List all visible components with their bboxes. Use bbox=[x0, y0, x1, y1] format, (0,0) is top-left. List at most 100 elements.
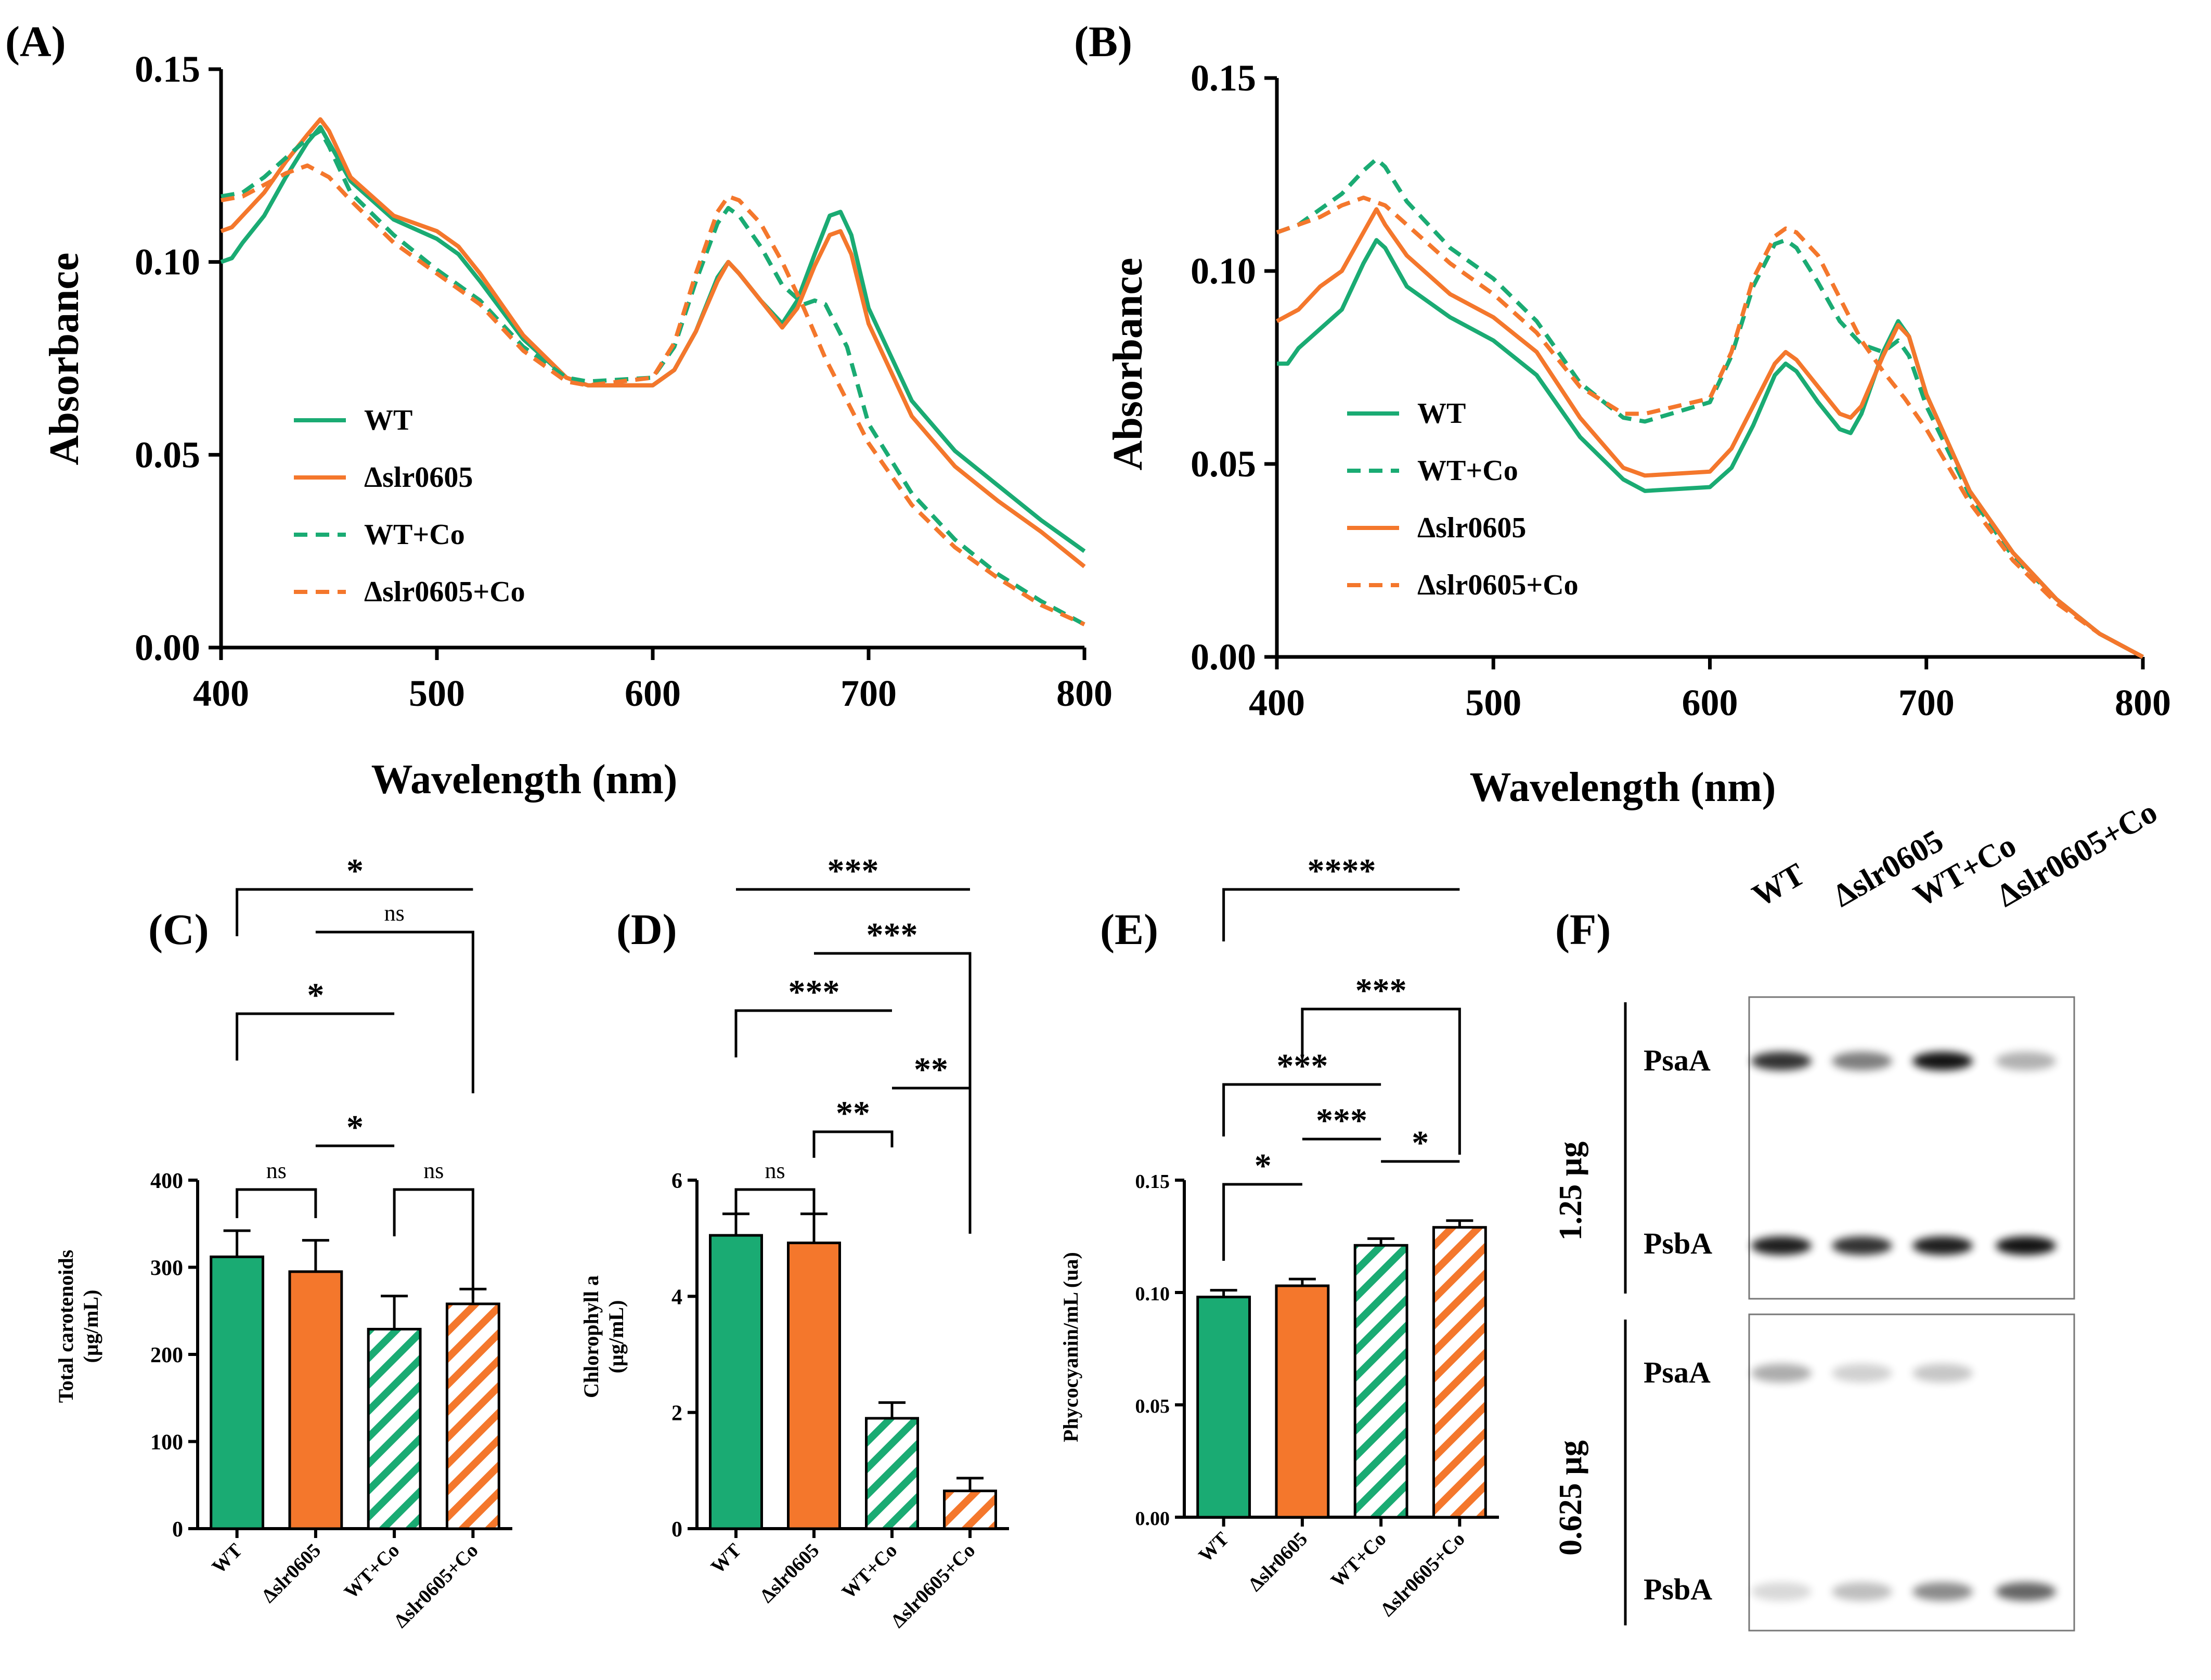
series-line bbox=[1277, 238, 2144, 659]
significance-bracket bbox=[236, 1012, 395, 1061]
bar bbox=[943, 1489, 997, 1530]
y-tick-label: 0.15 bbox=[135, 48, 200, 90]
significance-bracket bbox=[812, 1130, 894, 1158]
x-tick-label: 500 bbox=[409, 673, 465, 714]
legend-label: WT+Co bbox=[364, 519, 465, 551]
significance-bracket bbox=[1222, 888, 1460, 941]
y-tick-label: 0.05 bbox=[1191, 443, 1256, 485]
x-tick-label: 800 bbox=[2115, 682, 2171, 723]
protein-band bbox=[1912, 1236, 1973, 1255]
bar-chart-d: Chlorophyll a (µg/mL) 0 2 4 6 WT Δslr0605 WT+C… bbox=[579, 852, 1009, 1632]
x-tick-label: WT+Co bbox=[838, 1540, 902, 1604]
bar bbox=[709, 1234, 763, 1530]
panel-label-f: (F) bbox=[1555, 906, 1611, 954]
significance-label: * bbox=[346, 1108, 364, 1146]
y-tick-label: 2 bbox=[671, 1402, 682, 1426]
significance-label: * bbox=[307, 976, 324, 1014]
bar bbox=[445, 1302, 500, 1530]
y-tick-label: 400 bbox=[150, 1169, 183, 1193]
protein-band bbox=[1832, 1236, 1892, 1255]
series-line bbox=[221, 128, 1085, 627]
protein-band bbox=[1751, 1582, 1812, 1601]
x-tick-label: 800 bbox=[1056, 673, 1113, 714]
y-axis-label-line-1: Total carotenoids bbox=[54, 1250, 77, 1403]
y-axis-label-line-2: (µg/mL) bbox=[604, 1300, 628, 1374]
x-tick-label: WT+Co bbox=[340, 1540, 404, 1604]
panel-label-c: (C) bbox=[148, 906, 209, 954]
x-tick-label: 700 bbox=[1898, 682, 1955, 723]
significance-bracket bbox=[1222, 1083, 1381, 1136]
protein-label: PsaA bbox=[1644, 1355, 1711, 1389]
y-tick-label: 0.15 bbox=[1135, 1171, 1170, 1193]
panel-label-e: (E) bbox=[1100, 906, 1158, 954]
significance-label: ** bbox=[914, 1051, 948, 1089]
protein-band bbox=[1912, 1364, 1973, 1382]
y-tick-label: 0.00 bbox=[1135, 1508, 1170, 1530]
bar-chart-e: Phycocyanin/mL (ua) 0.00 0.05 0.10 0.15 WT Δs… bbox=[1059, 852, 1499, 1621]
x-tick-label: 600 bbox=[1682, 682, 1738, 723]
x-tick-label: Δslr0605+Co bbox=[887, 1540, 979, 1632]
y-tick-label: 0.10 bbox=[1135, 1283, 1170, 1305]
x-tick-label: WT bbox=[707, 1540, 746, 1579]
legend-label: Δslr0605+Co bbox=[364, 576, 525, 608]
series-line bbox=[221, 163, 1085, 627]
x-tick-label: 400 bbox=[193, 673, 249, 714]
series-line bbox=[220, 117, 1086, 568]
x-tick-label: 500 bbox=[1465, 682, 1521, 723]
legend-label: WT+Co bbox=[1417, 455, 1518, 487]
protein-band bbox=[1751, 1236, 1812, 1255]
bar bbox=[367, 1327, 422, 1530]
y-tick-label: 200 bbox=[150, 1343, 183, 1367]
y-axis-label-line-1: Chlorophyll a bbox=[579, 1275, 603, 1398]
y-tick-label: 4 bbox=[671, 1285, 682, 1309]
bar bbox=[865, 1417, 919, 1530]
significance-label: *** bbox=[1316, 1102, 1367, 1140]
significance-bracket bbox=[814, 952, 972, 1143]
x-tick-label: WT+Co bbox=[1327, 1528, 1391, 1592]
protein-band bbox=[1832, 1052, 1892, 1070]
y-tick-label: 0.15 bbox=[1191, 57, 1256, 99]
y-axis-label-line-2: (µg/mL) bbox=[79, 1290, 102, 1363]
bar-chart-c: Total carotenoids (µg/mL) 0 100 200 300 400 W… bbox=[54, 852, 512, 1632]
amount-label: 0.625 µg bbox=[1553, 1440, 1588, 1556]
protein-band bbox=[1912, 1052, 1973, 1070]
protein-band bbox=[1996, 1052, 2056, 1070]
protein-band bbox=[1996, 1582, 2056, 1601]
series-line bbox=[1276, 157, 2144, 659]
bar bbox=[1432, 1226, 1487, 1519]
significance-bracket bbox=[734, 1009, 892, 1057]
bar bbox=[1353, 1244, 1408, 1519]
significance-bracket bbox=[734, 1188, 816, 1218]
protein-label: PsbA bbox=[1644, 1572, 1712, 1606]
protein-band bbox=[1996, 1236, 2056, 1255]
x-tick-label: Δslr0605 bbox=[257, 1540, 325, 1607]
panel-label-d: (D) bbox=[616, 906, 677, 954]
y-tick-label: 300 bbox=[150, 1257, 183, 1281]
significance-bracket bbox=[236, 888, 473, 936]
y-axis-label: Absorbance bbox=[1105, 258, 1151, 471]
amount-label: 1.25 µg bbox=[1553, 1142, 1588, 1241]
y-tick-label: 0.00 bbox=[1191, 636, 1256, 678]
series-line bbox=[1276, 207, 2144, 659]
significance-bracket bbox=[393, 1188, 474, 1299]
y-tick-label: 0.10 bbox=[135, 241, 200, 283]
significance-label: ns bbox=[765, 1158, 785, 1183]
significance-label: * bbox=[1412, 1124, 1429, 1162]
protein-band bbox=[1832, 1364, 1892, 1382]
bar bbox=[787, 1242, 841, 1530]
panel-label-b: (B) bbox=[1074, 18, 1132, 66]
significance-label: **** bbox=[1308, 852, 1376, 890]
y-tick-label: 0.05 bbox=[135, 434, 200, 475]
significance-bracket bbox=[315, 931, 474, 1093]
significance-label: *** bbox=[788, 973, 840, 1011]
series-line bbox=[220, 125, 1086, 553]
protein-band bbox=[1751, 1364, 1812, 1382]
significance-bracket bbox=[236, 1188, 317, 1218]
significance-label: ** bbox=[836, 1094, 870, 1132]
y-axis-label: Phycocyanin/mL (ua) bbox=[1059, 1252, 1082, 1442]
x-axis-label: Wavelength (nm) bbox=[1470, 765, 1776, 810]
significance-bracket bbox=[1222, 1183, 1302, 1261]
x-tick-label: 600 bbox=[625, 673, 681, 714]
